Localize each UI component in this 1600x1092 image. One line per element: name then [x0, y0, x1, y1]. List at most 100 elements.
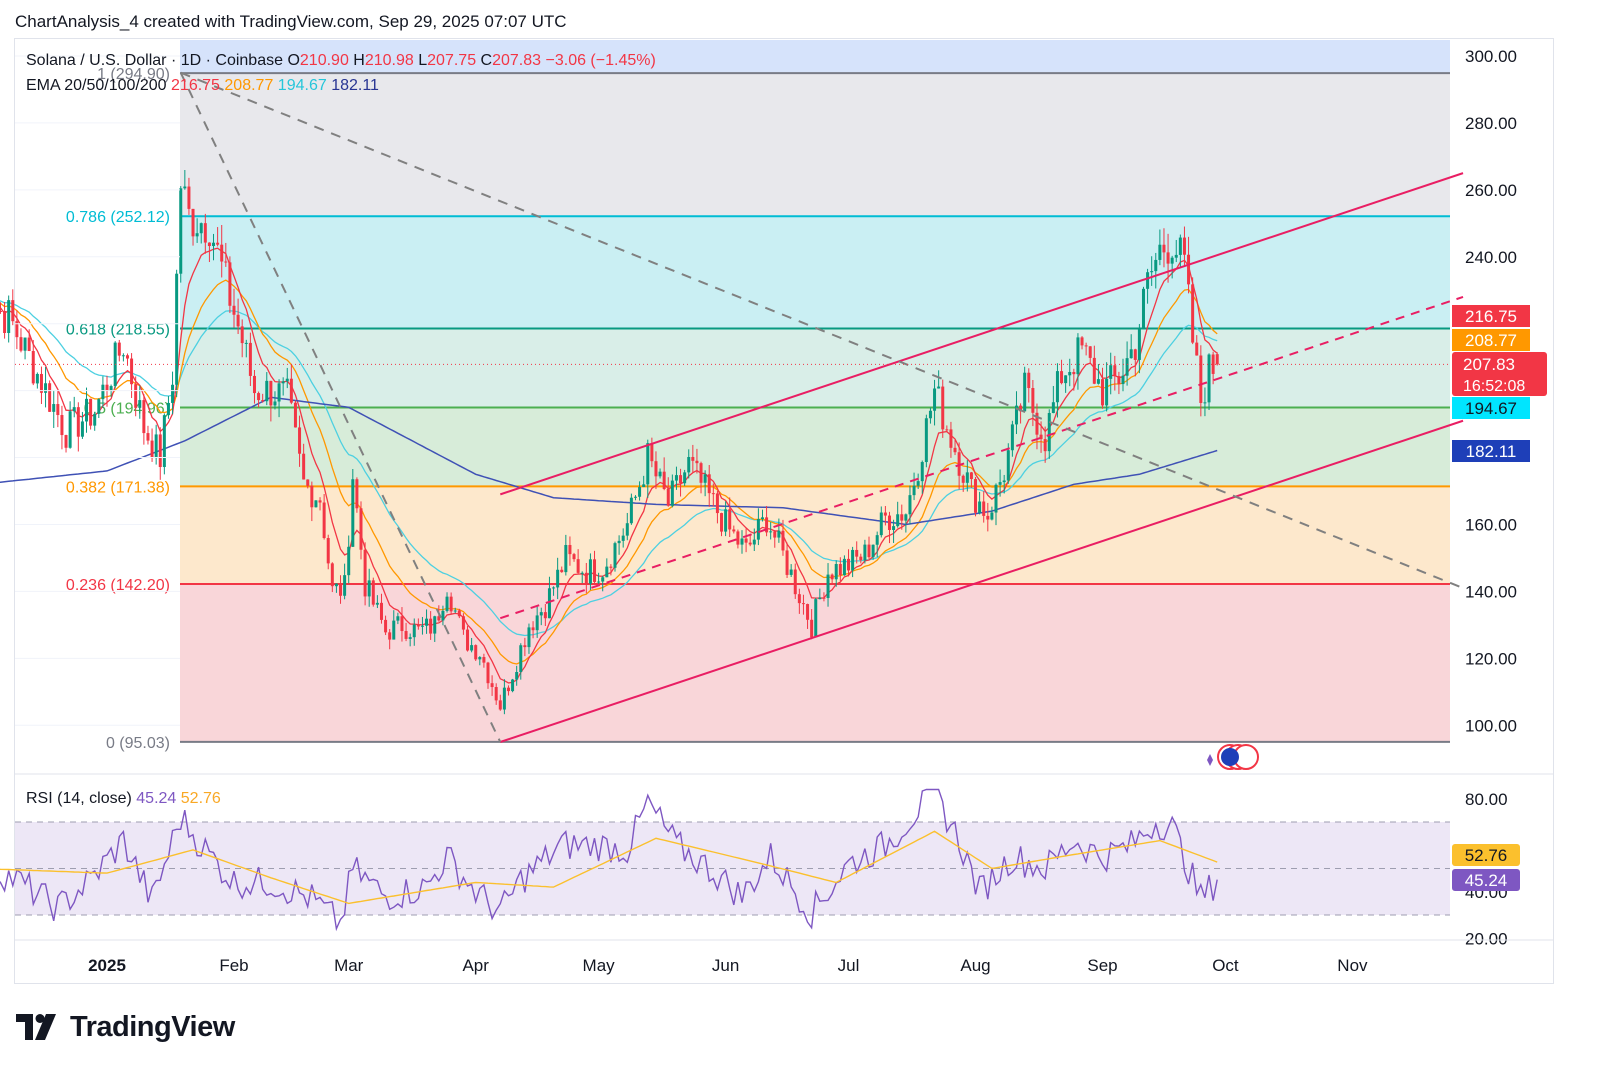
candle-body — [150, 440, 154, 459]
time-tick-label: Feb — [219, 956, 248, 975]
candle-body — [339, 583, 343, 596]
candle-body — [986, 515, 990, 520]
ema-label[interactable]: EMA 20/50/100/200 — [26, 77, 167, 94]
candle-body — [511, 679, 515, 692]
candle-body — [1072, 372, 1076, 375]
candle-body — [347, 546, 351, 576]
price-axis-label: 216.75 — [1465, 307, 1517, 326]
candle-body — [1096, 379, 1100, 384]
candle-body — [1080, 337, 1084, 346]
candle-body — [957, 452, 961, 476]
candle-body — [937, 386, 941, 389]
candle-body — [11, 300, 15, 322]
tradingview-brand[interactable]: TradingView — [16, 1010, 235, 1044]
candle-body — [19, 337, 23, 351]
candle-body — [257, 393, 261, 401]
candle-body — [236, 314, 240, 327]
candle-body — [453, 610, 457, 612]
candle-body — [560, 569, 564, 573]
candle-body — [52, 404, 56, 412]
candle-body — [605, 566, 609, 578]
candle-body — [384, 619, 388, 633]
ema50-value: 208.77 — [224, 77, 274, 94]
candle-body — [138, 400, 142, 408]
candle-body — [388, 632, 392, 640]
candle-body — [326, 538, 330, 564]
candle-body — [318, 500, 322, 503]
brand-name: TradingView — [70, 1010, 235, 1043]
candle-body — [1031, 388, 1035, 413]
candle-body — [838, 564, 842, 576]
rsi-label[interactable]: RSI (14, close) — [26, 790, 132, 807]
symbol-title[interactable]: Solana / U.S. Dollar · 1D · Coinbase — [26, 52, 283, 69]
fib-label-1: 0.236 (142.20) — [66, 577, 170, 594]
price-tick-label: 160.00 — [1465, 515, 1517, 534]
candle-body — [216, 242, 220, 245]
candle-body — [752, 539, 756, 545]
event-flags-icon — [1207, 744, 1259, 770]
candle-body — [928, 410, 932, 419]
candle-body — [154, 434, 158, 459]
ema-legend: EMA 20/50/100/200 216.75 208.77 194.67 1… — [26, 77, 379, 95]
time-tick-label: Jun — [712, 956, 739, 975]
candle-body — [781, 530, 785, 551]
candle-body — [1064, 375, 1068, 384]
candle-body — [879, 512, 883, 536]
candle-body — [175, 273, 179, 385]
candle-body — [105, 384, 109, 391]
candle-body — [867, 544, 871, 558]
candle-body — [797, 594, 801, 604]
price-tick-label: 280.00 — [1465, 114, 1517, 133]
candle-body — [1199, 355, 1203, 403]
candle-body — [572, 554, 576, 560]
candle-body — [1027, 372, 1031, 389]
candle-body — [933, 388, 937, 411]
candle-body — [900, 514, 904, 521]
candle-body — [261, 400, 265, 402]
candle-body — [375, 602, 379, 605]
candle-body — [179, 188, 183, 274]
candle-body — [715, 493, 719, 514]
time-tick-label: Mar — [334, 956, 364, 975]
candle-body — [494, 687, 498, 701]
low-label: L — [418, 52, 428, 69]
close-label: C — [480, 52, 493, 69]
candle-body — [822, 597, 826, 599]
candle-body — [625, 523, 629, 536]
candle-body — [720, 513, 724, 532]
candle-body — [691, 457, 695, 461]
candle-body — [982, 501, 986, 516]
close-value: 207.83 — [492, 52, 542, 69]
candle-body — [232, 305, 236, 315]
candle-body — [969, 472, 973, 480]
candle-body — [887, 515, 891, 530]
candle-body — [248, 342, 252, 376]
candle-body — [728, 509, 732, 530]
countdown-label: 16:52:08 — [1463, 378, 1525, 395]
ema200-line — [0, 396, 1218, 526]
candle-body — [945, 429, 949, 431]
fib-label-4: 0.618 (218.55) — [66, 322, 170, 339]
candle-body — [240, 326, 244, 344]
candle-body — [638, 487, 642, 497]
candle-body — [916, 481, 920, 486]
candle-body — [769, 531, 773, 533]
candle-body — [814, 599, 818, 638]
candle-body — [1191, 284, 1195, 343]
candle-body — [883, 512, 887, 516]
candle-body — [15, 321, 19, 338]
rsi-ma-axis-label: 52.76 — [1465, 846, 1508, 865]
candle-body — [646, 443, 650, 485]
candle-body — [1055, 371, 1059, 403]
candle-body — [724, 509, 728, 532]
candle-body — [27, 337, 31, 352]
time-tick-label: Oct — [1212, 956, 1239, 975]
candle-body — [166, 402, 170, 416]
candle-body — [85, 398, 89, 422]
ema100-value: 194.67 — [277, 77, 327, 94]
price-axis-label: 194.67 — [1465, 399, 1517, 418]
candle-body — [392, 620, 396, 640]
candle-body — [1006, 450, 1010, 481]
tradingview-logo-icon — [16, 1014, 56, 1040]
